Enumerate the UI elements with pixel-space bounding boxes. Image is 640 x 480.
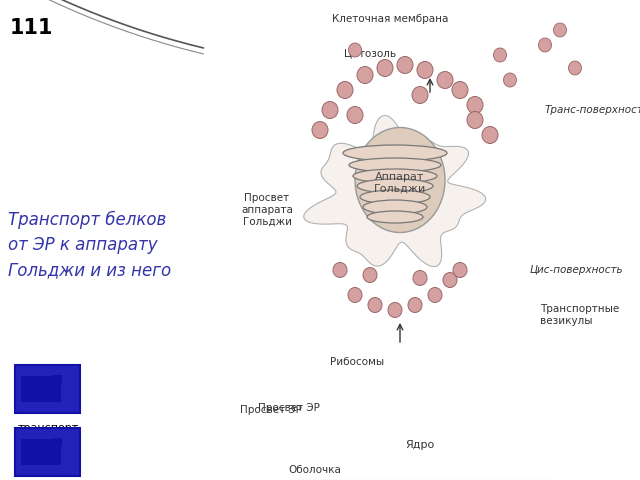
Ellipse shape (349, 43, 362, 57)
Ellipse shape (360, 190, 430, 204)
FancyBboxPatch shape (15, 365, 80, 413)
Ellipse shape (353, 169, 437, 183)
Ellipse shape (312, 121, 328, 139)
Ellipse shape (348, 288, 362, 302)
Ellipse shape (35, 382, 49, 396)
FancyBboxPatch shape (21, 439, 61, 465)
FancyBboxPatch shape (21, 376, 61, 402)
Ellipse shape (347, 107, 363, 123)
Ellipse shape (337, 82, 353, 98)
Ellipse shape (357, 67, 373, 84)
Text: Транспортные
везикулы: Транспортные везикулы (540, 304, 620, 326)
Ellipse shape (322, 101, 338, 119)
Text: Рибосомы: Рибосомы (330, 357, 384, 367)
Ellipse shape (538, 38, 552, 52)
Text: Просвет ЭР: Просвет ЭР (240, 405, 302, 415)
Text: Просвет ЭР: Просвет ЭР (258, 403, 320, 413)
Text: Просвет
аппарата
Гольджи: Просвет аппарата Гольджи (241, 193, 293, 227)
Ellipse shape (568, 61, 582, 75)
Text: Цитозоль: Цитозоль (344, 48, 396, 58)
Ellipse shape (357, 179, 433, 193)
Ellipse shape (363, 267, 377, 283)
Text: Оболочка: Оболочка (288, 465, 341, 475)
Text: транспорт: транспорт (17, 423, 79, 433)
Ellipse shape (482, 127, 498, 144)
Ellipse shape (437, 72, 453, 88)
Polygon shape (304, 116, 486, 266)
Ellipse shape (35, 445, 49, 459)
Ellipse shape (408, 298, 422, 312)
Ellipse shape (467, 96, 483, 113)
Ellipse shape (388, 302, 402, 317)
FancyBboxPatch shape (52, 375, 62, 383)
Text: Ядро: Ядро (405, 440, 435, 450)
Ellipse shape (367, 211, 423, 223)
Ellipse shape (452, 82, 468, 98)
Text: 111: 111 (10, 18, 54, 38)
Ellipse shape (453, 263, 467, 277)
Ellipse shape (428, 288, 442, 302)
Text: Цис-поверхность: Цис-поверхность (530, 265, 623, 275)
FancyBboxPatch shape (52, 438, 62, 446)
Ellipse shape (355, 128, 445, 232)
Ellipse shape (412, 86, 428, 104)
FancyBboxPatch shape (15, 428, 80, 476)
Ellipse shape (333, 263, 347, 277)
Text: Клеточная мембрана: Клеточная мембрана (332, 14, 448, 24)
Ellipse shape (368, 298, 382, 312)
Text: Транс-поверхность: Транс-поверхность (545, 105, 640, 115)
Ellipse shape (363, 200, 427, 214)
Ellipse shape (493, 48, 506, 62)
Ellipse shape (413, 271, 427, 286)
Ellipse shape (349, 158, 441, 172)
Ellipse shape (504, 73, 516, 87)
Text: Транспорт белков
от ЭР к аппарату
Гольджи и из него: Транспорт белков от ЭР к аппарату Гольдж… (8, 211, 171, 279)
Ellipse shape (343, 145, 447, 161)
Text: Аппарат
Гольджи: Аппарат Гольджи (374, 172, 426, 194)
Ellipse shape (377, 60, 393, 76)
Ellipse shape (397, 57, 413, 73)
Ellipse shape (467, 111, 483, 129)
Ellipse shape (554, 23, 566, 37)
Ellipse shape (417, 61, 433, 79)
Ellipse shape (443, 273, 457, 288)
